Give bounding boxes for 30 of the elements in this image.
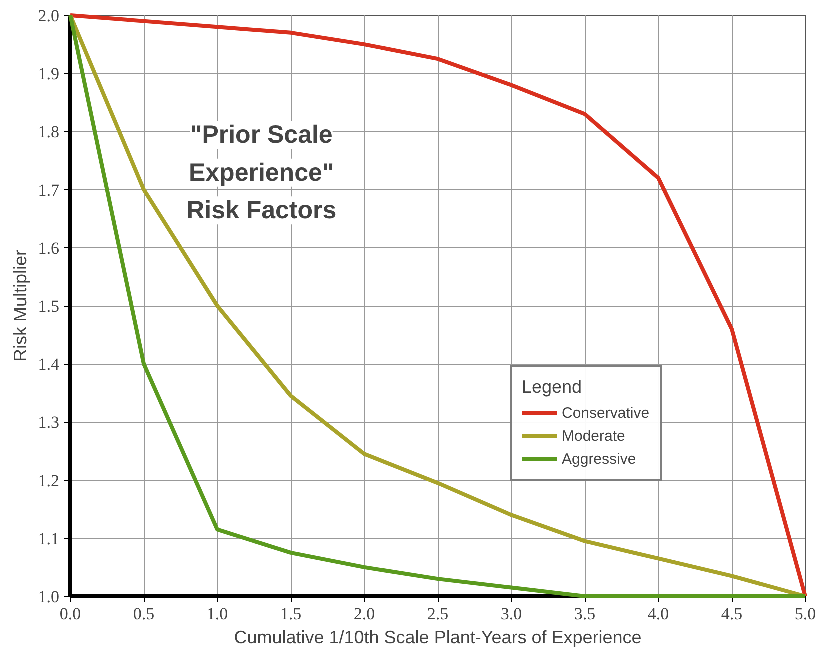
- x-tick-label: 2.5: [427, 604, 449, 624]
- y-tick-label: 2.0: [38, 6, 60, 26]
- y-tick-label: 1.6: [38, 238, 60, 258]
- y-tick-label: 1.1: [38, 529, 60, 548]
- x-tick-label: 2.0: [354, 604, 376, 624]
- y-tick-label: 1.7: [38, 180, 60, 200]
- y-axis-title: Risk Multiplier: [10, 250, 30, 362]
- legend-title: Legend: [522, 377, 584, 398]
- y-tick-label: 1.8: [38, 122, 60, 142]
- legend-label: Conservative: [562, 404, 650, 422]
- legend-label: Aggressive: [562, 450, 636, 468]
- x-tick-label: 4.0: [648, 604, 670, 624]
- x-tick-label: 1.0: [206, 604, 228, 624]
- x-tick-label: 1.5: [280, 604, 302, 624]
- y-tick-label: 1.3: [38, 413, 60, 432]
- x-axis-title: Cumulative 1/10th Scale Plant-Years of Experience: [234, 628, 642, 648]
- y-tick-label: 1.4: [38, 355, 60, 374]
- y-tick-label: 1.0: [38, 588, 60, 606]
- y-tick-label: 1.9: [38, 64, 60, 84]
- x-tick-label: 0.5: [133, 604, 155, 624]
- legend-label: Moderate: [562, 428, 626, 444]
- x-tick-label: 3.5: [574, 604, 596, 624]
- x-tick-label: 4.5: [721, 604, 743, 624]
- x-tick-label: 3.0: [500, 604, 522, 624]
- x-tick-label: 0.0: [60, 604, 82, 624]
- y-tick-label: 1.5: [38, 297, 60, 316]
- x-tick-label: 5.0: [794, 604, 816, 624]
- line-series: [68, 14, 808, 598]
- text: "Prior Scale Experience" Risk Factors: [186, 121, 337, 225]
- y-tick-label: 1.2: [38, 471, 60, 490]
